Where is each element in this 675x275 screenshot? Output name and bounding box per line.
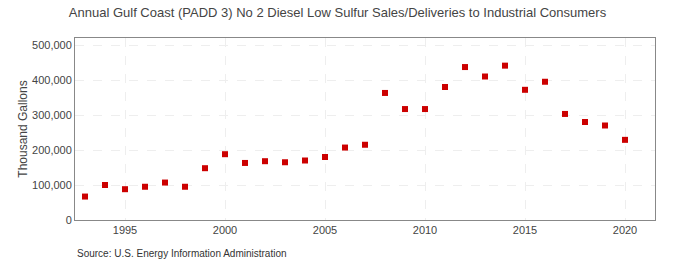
svg-text:2000: 2000 [213,224,237,236]
svg-text:400,000: 400,000 [32,74,72,86]
svg-text:300,000: 300,000 [32,109,72,121]
svg-text:1995: 1995 [113,224,137,236]
svg-text:2015: 2015 [513,224,537,236]
svg-text:Source: U.S. Energy Informatio: Source: U.S. Energy Information Administ… [77,248,287,259]
svg-text:500,000: 500,000 [32,39,72,51]
svg-text:Thousand Gallons: Thousand Gallons [16,80,30,177]
svg-text:100,000: 100,000 [32,179,72,191]
svg-text:200,000: 200,000 [32,144,72,156]
svg-text:Annual Gulf Coast (PADD 3) No: Annual Gulf Coast (PADD 3) No 2 Diesel L… [69,5,607,20]
svg-text:2005: 2005 [313,224,337,236]
svg-text:0: 0 [66,214,72,226]
svg-text:2010: 2010 [413,224,437,236]
svg-text:2020: 2020 [613,224,637,236]
